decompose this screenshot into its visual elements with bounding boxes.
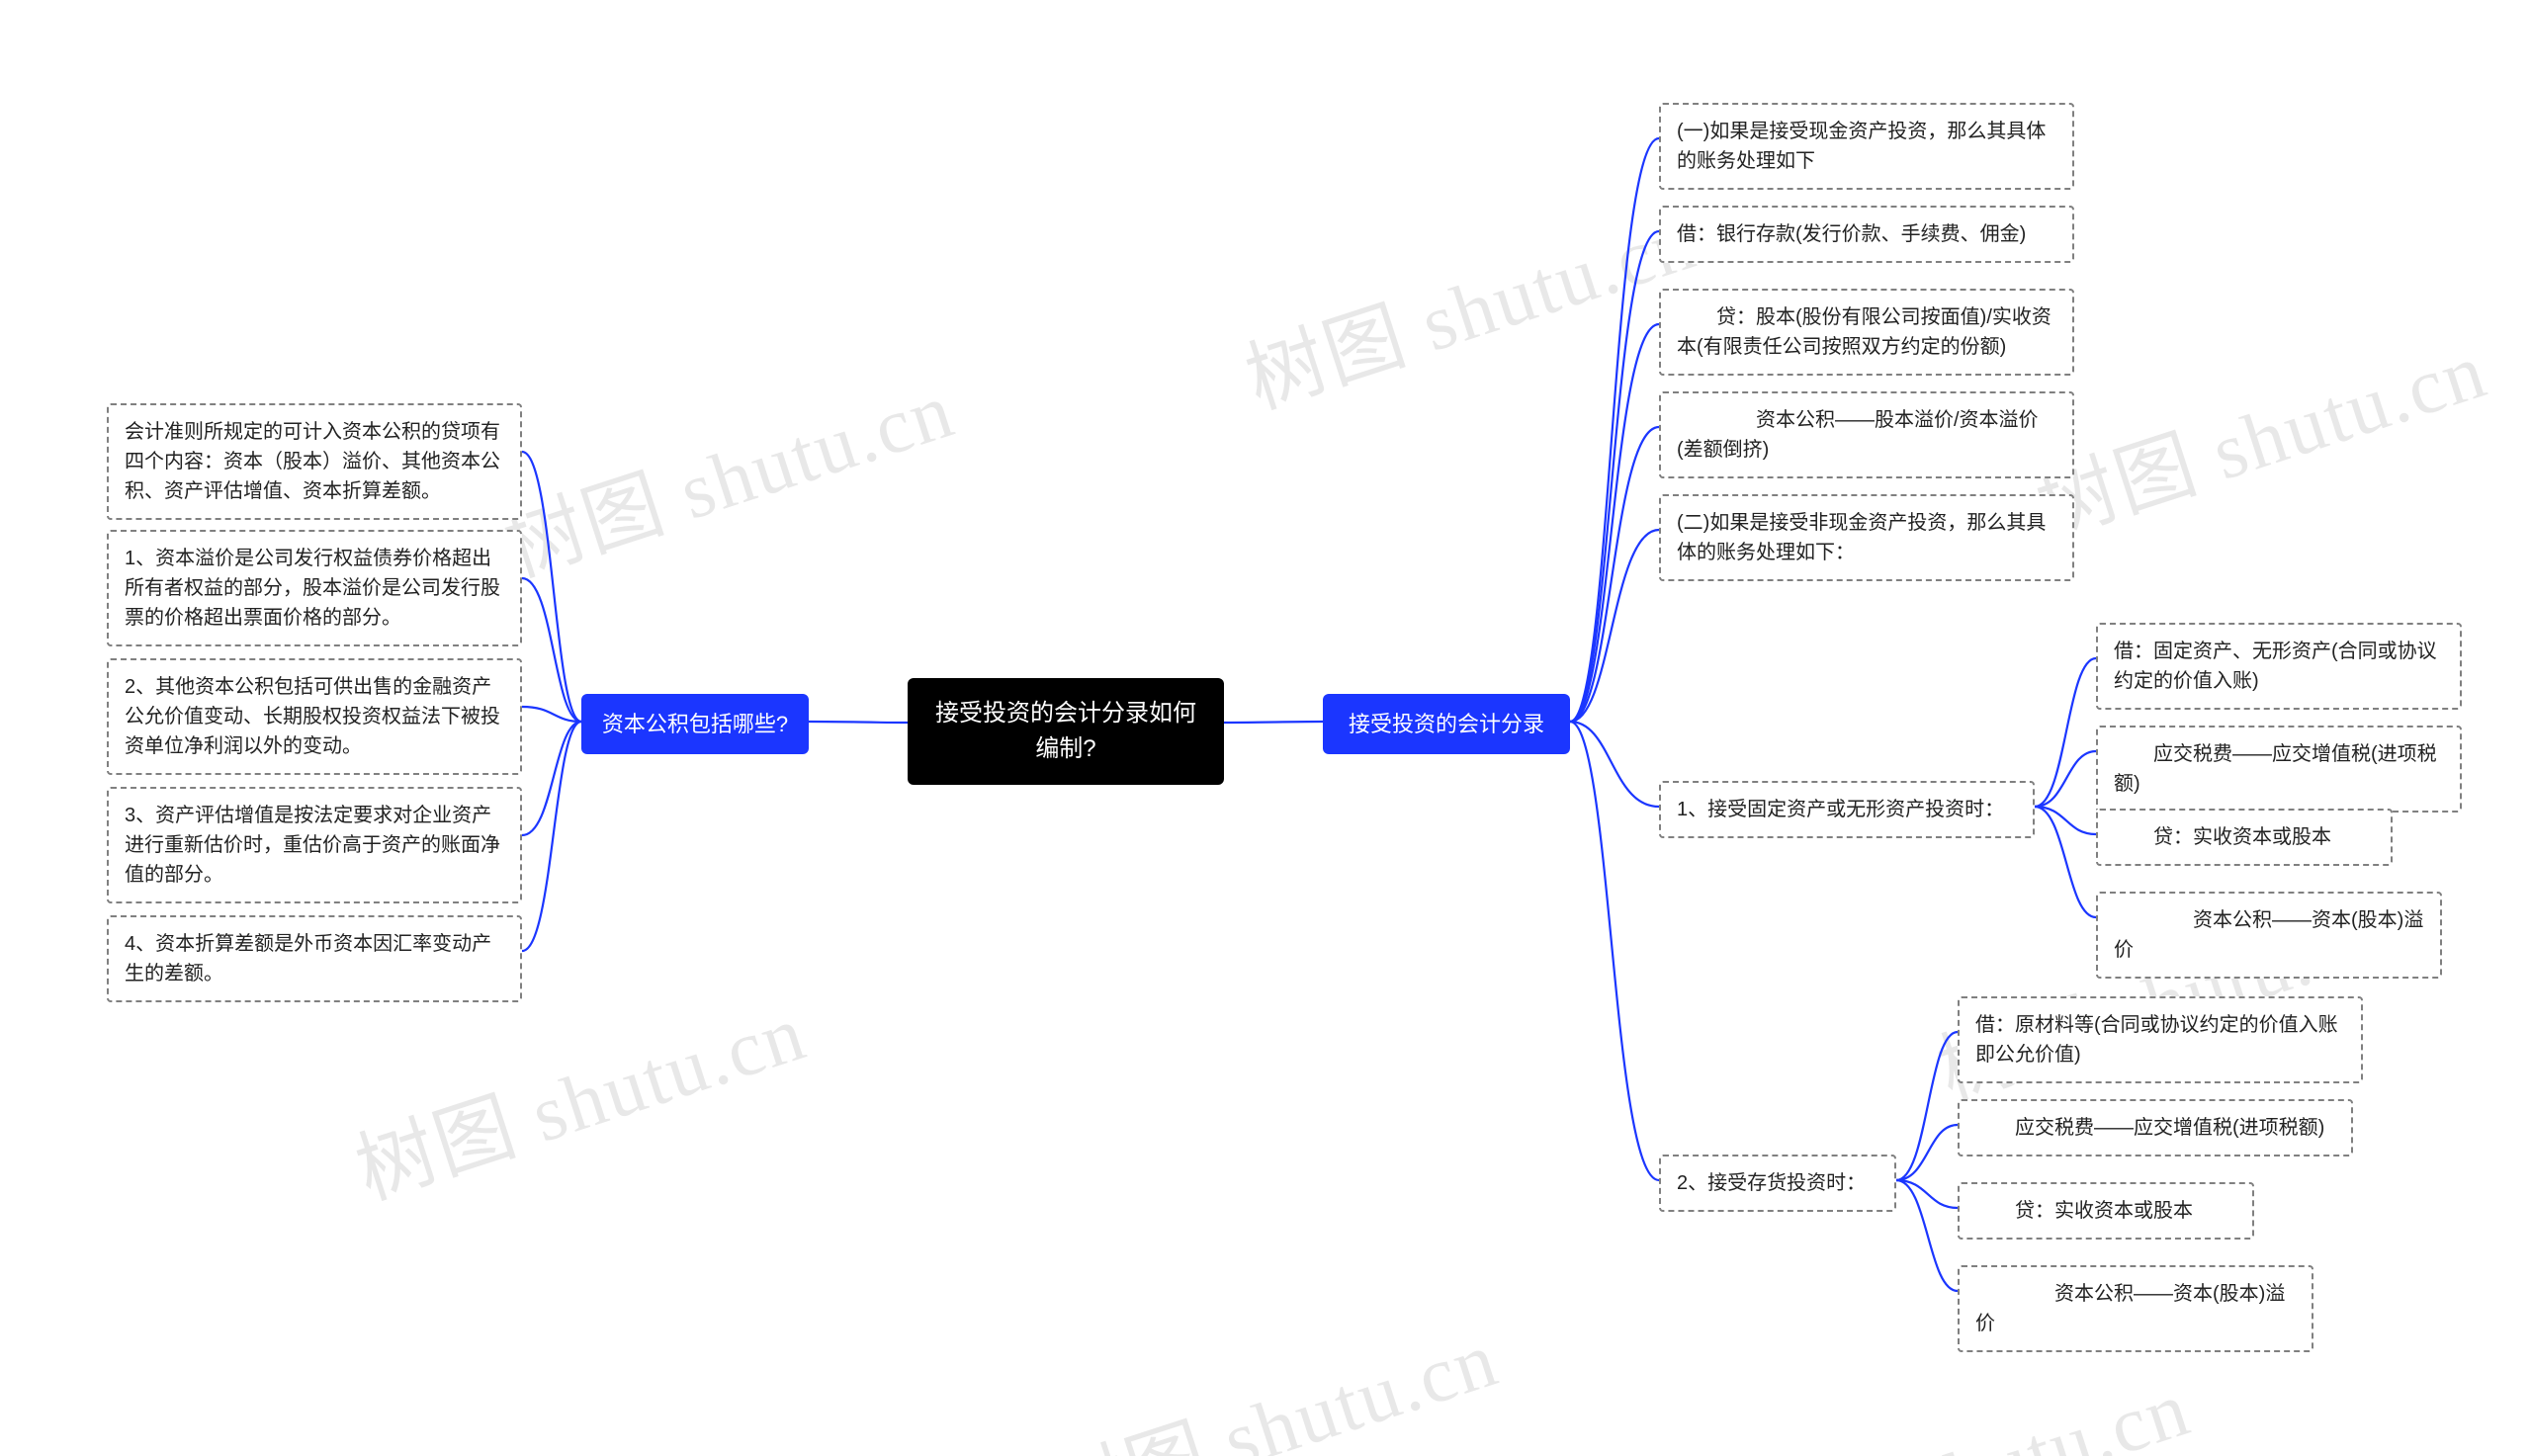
leaf-r6c[interactable]: 贷：实收资本或股本: [2096, 809, 2393, 866]
leaf-r1[interactable]: (一)如果是接受现金资产投资，那么其具体的账务处理如下: [1659, 103, 2074, 190]
watermark: 树图 shutu.cn: [2021, 306, 2499, 559]
leaf-label: (一)如果是接受现金资产投资，那么其具体的账务处理如下: [1677, 121, 2046, 172]
leaf-label: 会计准则所规定的可计入资本公积的贷项有四个内容：资本（股本）溢价、其他资本公积、…: [125, 421, 500, 502]
leaf-label: 应交税费——应交增值税(进项税额): [2114, 743, 2437, 795]
leaf-label: 资本公积——资本(股本)溢价: [1975, 1283, 2285, 1334]
leaf-r6d[interactable]: 资本公积——资本(股本)溢价: [2096, 892, 2442, 979]
leaf-r5[interactable]: (二)如果是接受非现金资产投资，那么其具体的账务处理如下：: [1659, 494, 2074, 581]
leaf-label: 贷：实收资本或股本: [1975, 1200, 2193, 1222]
leaf-r3[interactable]: 贷：股本(股份有限公司按面值)/实收资本(有限责任公司按照双方约定的份额): [1659, 289, 2074, 376]
leaf-l2[interactable]: 1、资本溢价是公司发行权益债券价格超出所有者权益的部分，股本溢价是公司发行股票的…: [107, 530, 522, 646]
watermark: 树图 shutu.cn: [488, 346, 967, 599]
leaf-label: 资本公积——股本溢价/资本溢价(差额倒挤): [1677, 409, 2039, 461]
root-label: 接受投资的会计分录如何编制?: [935, 700, 1196, 762]
leaf-l4[interactable]: 3、资产评估增值是按法定要求对企业资产进行重新估价时，重估价高于资产的账面净值的…: [107, 787, 522, 903]
leaf-r7d[interactable]: 资本公积——资本(股本)溢价: [1958, 1265, 2313, 1352]
branch-right[interactable]: 接受投资的会计分录: [1323, 694, 1570, 754]
branch-left[interactable]: 资本公积包括哪些?: [581, 694, 809, 754]
leaf-r7b[interactable]: 应交税费——应交增值税(进项税额): [1958, 1099, 2353, 1156]
leaf-label: 应交税费——应交增值税(进项税额): [1975, 1117, 2324, 1139]
leaf-l5[interactable]: 4、资本折算差额是外币资本因汇率变动产生的差额。: [107, 915, 522, 1002]
leaf-label: 借：银行存款(发行价款、手续费、佣金): [1677, 223, 2026, 245]
leaf-l1[interactable]: 会计准则所规定的可计入资本公积的贷项有四个内容：资本（股本）溢价、其他资本公积、…: [107, 403, 522, 520]
watermark: 树图 shutu.cn: [1724, 1344, 2203, 1456]
watermark: 树图 shutu.cn: [1230, 178, 1708, 431]
leaf-label: 2、接受存货投资时：: [1677, 1172, 1866, 1194]
leaf-r7a[interactable]: 借：原材料等(合同或协议约定的价值入账即公允价值): [1958, 996, 2363, 1083]
leaf-label: 1、接受固定资产或无形资产投资时：: [1677, 799, 2004, 820]
leaf-label: 1、资本溢价是公司发行权益债券价格超出所有者权益的部分，股本溢价是公司发行股票的…: [125, 548, 500, 629]
leaf-label: 资本公积——资本(股本)溢价: [2114, 909, 2423, 961]
leaf-l3[interactable]: 2、其他资本公积包括可供出售的金融资产公允价值变动、长期股权投资权益法下被投资单…: [107, 658, 522, 775]
leaf-label: 借：固定资产、无形资产(合同或协议约定的价值入账): [2114, 641, 2437, 692]
leaf-r6[interactable]: 1、接受固定资产或无形资产投资时：: [1659, 781, 2035, 838]
watermark: 树图 shutu.cn: [340, 969, 819, 1222]
root-node[interactable]: 接受投资的会计分录如何编制?: [908, 678, 1224, 785]
leaf-r7c[interactable]: 贷：实收资本或股本: [1958, 1182, 2254, 1240]
leaf-label: 贷：实收资本或股本: [2114, 826, 2331, 848]
branch-left-label: 资本公积包括哪些?: [602, 712, 788, 736]
leaf-r2[interactable]: 借：银行存款(发行价款、手续费、佣金): [1659, 206, 2074, 263]
leaf-label: 4、资本折算差额是外币资本因汇率变动产生的差额。: [125, 933, 491, 985]
leaf-r7[interactable]: 2、接受存货投资时：: [1659, 1155, 1896, 1212]
leaf-r6b[interactable]: 应交税费——应交增值税(进项税额): [2096, 726, 2462, 813]
leaf-r6a[interactable]: 借：固定资产、无形资产(合同或协议约定的价值入账): [2096, 623, 2462, 710]
leaf-r4[interactable]: 资本公积——股本溢价/资本溢价(差额倒挤): [1659, 391, 2074, 478]
leaf-label: 借：原材料等(合同或协议约定的价值入账即公允价值): [1975, 1014, 2338, 1066]
branch-right-label: 接受投资的会计分录: [1349, 712, 1544, 736]
leaf-label: 3、资产评估增值是按法定要求对企业资产进行重新估价时，重估价高于资产的账面净值的…: [125, 805, 500, 886]
watermark: 树图 shutu.cn: [1032, 1295, 1511, 1456]
leaf-label: (二)如果是接受非现金资产投资，那么其具体的账务处理如下：: [1677, 512, 2046, 563]
mindmap-canvas: 树图 shutu.cn 树图 shutu.cn 树图 shutu.cn 树图 s…: [0, 0, 2531, 1456]
leaf-label: 2、其他资本公积包括可供出售的金融资产公允价值变动、长期股权投资权益法下被投资单…: [125, 676, 500, 757]
leaf-label: 贷：股本(股份有限公司按面值)/实收资本(有限责任公司按照双方约定的份额): [1677, 306, 2051, 358]
